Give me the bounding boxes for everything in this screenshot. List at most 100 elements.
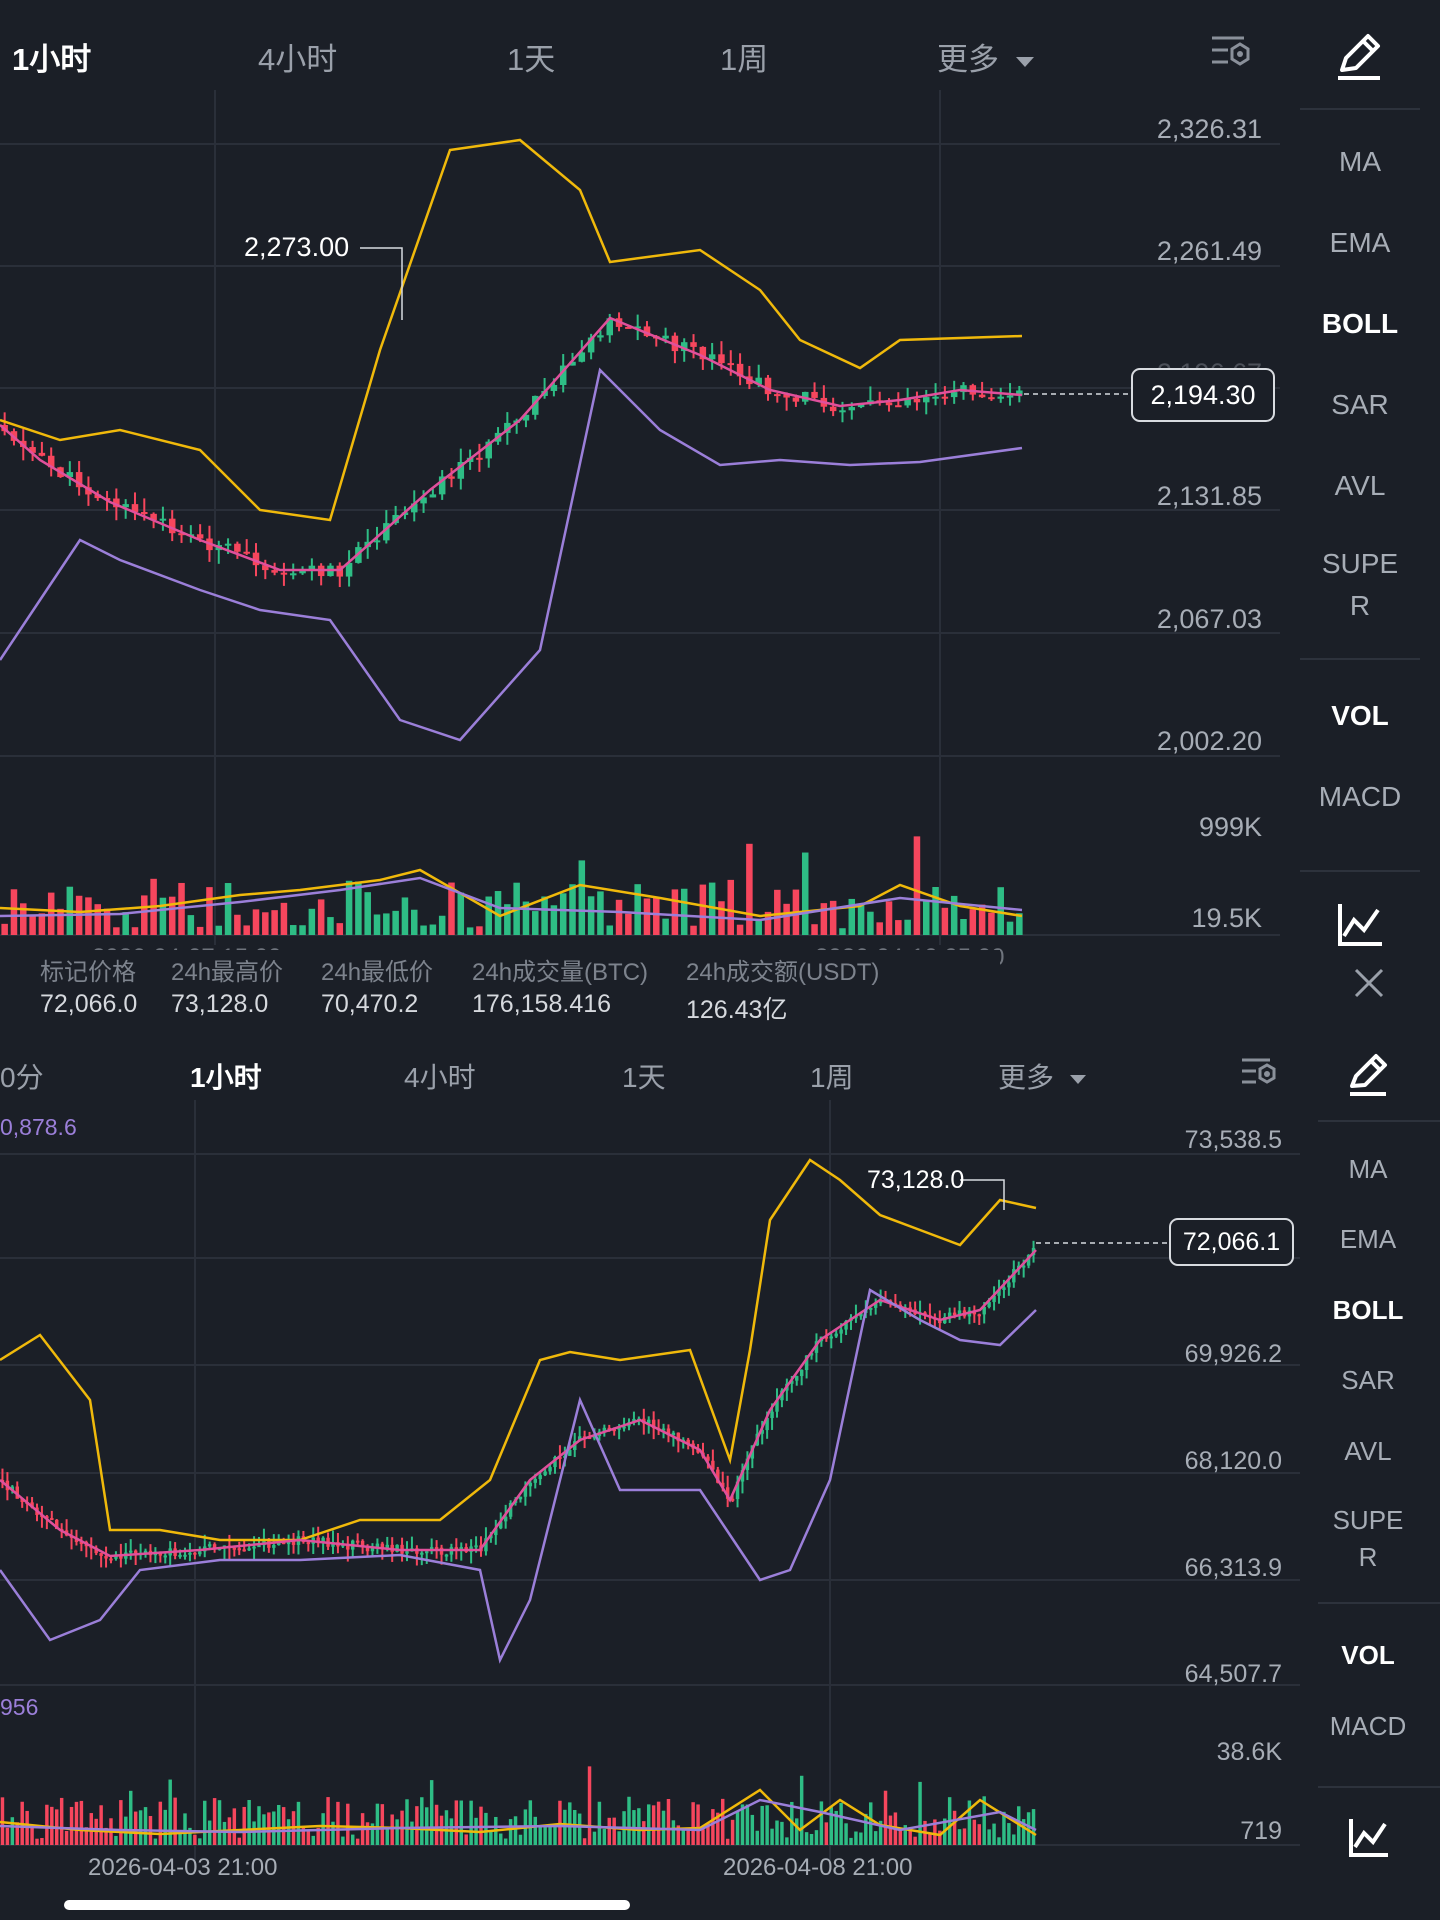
indicator-boll[interactable]: BOLL	[1332, 1295, 1404, 1325]
candle-body	[643, 326, 651, 337]
volume-bar	[765, 1805, 769, 1845]
volume-bar	[271, 910, 278, 935]
candle-body	[873, 1303, 878, 1308]
indicator-chart-icon[interactable]	[1334, 898, 1386, 950]
tab-more[interactable]: 更多	[998, 1056, 1086, 1096]
boll-upper-line	[0, 1158, 1037, 1542]
volume-bar	[415, 1806, 419, 1845]
candle-body	[716, 1469, 720, 1483]
chart-settings-icon[interactable]	[1238, 1054, 1278, 1090]
top-kline-chart[interactable]	[0, 90, 1290, 945]
indicator-vol[interactable]: VOL	[1331, 700, 1389, 731]
draw-pencil-icon[interactable]	[1334, 30, 1386, 82]
volume-bar	[780, 1821, 784, 1845]
candle-body	[952, 1312, 957, 1316]
volume-bar	[873, 1831, 878, 1845]
bottom-price-tick: 66,313.9	[1184, 1554, 1282, 1582]
volume-bar	[193, 1834, 197, 1845]
candle-body	[75, 472, 83, 488]
volume-ma-line	[0, 1798, 1037, 1834]
volume-bar	[962, 1828, 967, 1845]
indicator-ema[interactable]: EMA	[1329, 227, 1391, 258]
bottom-price-tick: 69,926.2	[1184, 1340, 1282, 1368]
indicator-sar[interactable]: SAR	[1341, 1365, 1395, 1395]
candle-body	[242, 1549, 246, 1552]
volume-bar	[969, 909, 977, 935]
volume-bar	[351, 1834, 355, 1845]
bottom-kline-chart[interactable]	[0, 1100, 1300, 1860]
volume-bar	[587, 896, 595, 935]
candle-body	[625, 326, 632, 329]
tab-1w[interactable]: 1周	[810, 1062, 854, 1093]
indicator-ema[interactable]: EMA	[1339, 1224, 1397, 1254]
draw-pencil-icon[interactable]	[1346, 1052, 1392, 1098]
volume-bar	[711, 1809, 715, 1845]
volume-bar	[203, 1800, 207, 1845]
volume-bar	[380, 1804, 385, 1845]
candle-body	[109, 1558, 113, 1561]
volume-bar	[131, 927, 139, 935]
tab-4h[interactable]: 4小时	[404, 1062, 476, 1093]
volume-bar	[691, 1802, 695, 1845]
indicator-avl[interactable]: AVL	[1344, 1436, 1392, 1466]
candle-body	[1007, 1282, 1011, 1288]
indicator-macd[interactable]: MACD	[1329, 1711, 1407, 1741]
indicator-super-line2: R	[1349, 590, 1371, 621]
volume-bar	[311, 1835, 315, 1845]
candle-body	[597, 335, 604, 338]
volume-bar	[425, 1807, 429, 1845]
volume-bar	[469, 1800, 473, 1845]
tab-minutes[interactable]: 0分	[0, 1062, 44, 1093]
candle-body	[47, 455, 55, 468]
volume-bar	[745, 1804, 750, 1845]
tab-1d[interactable]: 1天	[622, 1062, 666, 1093]
indicator-chart-icon[interactable]	[1346, 1814, 1392, 1860]
volume-bar	[183, 1813, 187, 1845]
indicator-super[interactable]: SUPE R	[1300, 548, 1420, 622]
candle-body	[740, 1470, 745, 1482]
candle-body	[569, 361, 576, 366]
volume-bar	[252, 1821, 256, 1845]
volume-bar	[804, 1832, 809, 1845]
indicator-ma[interactable]: MA	[1348, 1154, 1388, 1184]
volume-bar	[464, 1834, 468, 1845]
candle-body	[885, 402, 893, 406]
volume-bar	[859, 1832, 863, 1845]
volume-bar	[1007, 1823, 1011, 1845]
candle-body	[829, 1336, 833, 1339]
tab-1d[interactable]: 1天	[507, 42, 556, 77]
tab-4h[interactable]: 4小时	[258, 42, 338, 77]
volume-bar	[725, 1838, 730, 1845]
volume-bar	[489, 1831, 493, 1845]
volume-bar	[982, 1796, 986, 1845]
candle-body	[196, 534, 204, 539]
volume-bar	[559, 893, 567, 935]
tab-1w[interactable]: 1周	[720, 42, 769, 77]
indicator-ma[interactable]: MA	[1339, 146, 1381, 177]
boll-mid-line	[0, 316, 1023, 572]
volume-bar	[74, 1801, 79, 1845]
candle-body	[434, 1547, 439, 1550]
bottom-price-tick: 68,120.0	[1184, 1447, 1282, 1475]
candle-body	[904, 398, 911, 406]
chart-settings-icon[interactable]	[1208, 32, 1252, 72]
volume-bar	[1031, 1809, 1036, 1845]
tab-more[interactable]: 更多	[937, 34, 1034, 79]
tab-1h[interactable]: 1小时	[12, 42, 92, 77]
volume-bar	[941, 907, 949, 935]
volume-bar	[30, 1825, 34, 1845]
indicator-vol[interactable]: VOL	[1341, 1640, 1395, 1670]
volume-bar	[94, 904, 102, 935]
tab-1h[interactable]: 1小时	[190, 1062, 262, 1093]
indicator-macd[interactable]: MACD	[1318, 781, 1402, 812]
candle-body	[941, 396, 949, 399]
candle-body	[543, 1471, 547, 1476]
volume-bar	[878, 1820, 883, 1845]
volume-bar	[438, 915, 446, 935]
indicator-avl[interactable]: AVL	[1334, 470, 1386, 501]
volume-bar	[977, 1824, 981, 1845]
indicator-super[interactable]: SUPE R	[1318, 1505, 1418, 1573]
indicator-boll[interactable]: BOLL	[1321, 308, 1399, 339]
close-icon[interactable]	[1352, 966, 1386, 1000]
indicator-sar[interactable]: SAR	[1331, 389, 1389, 420]
